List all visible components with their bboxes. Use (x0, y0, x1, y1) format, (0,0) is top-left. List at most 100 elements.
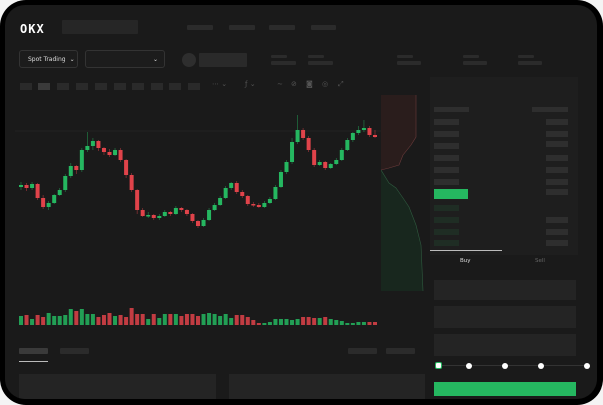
ask-price[interactable] (434, 179, 459, 185)
tab-buy[interactable]: Buy (460, 258, 471, 264)
volume-bar (323, 317, 328, 325)
tab-sell[interactable]: Sell (535, 258, 545, 264)
volume-bar (162, 314, 167, 325)
pair-price (199, 53, 247, 67)
indicator-dropdown[interactable]: ƒ ⌄ (245, 80, 256, 88)
candlestick-chart[interactable] (5, 5, 385, 335)
timeframe-tab[interactable] (188, 83, 200, 90)
spot-trading-button[interactable]: Spot Trading ⌄ (19, 50, 78, 68)
candle-body (35, 184, 40, 198)
nav-item[interactable] (187, 25, 213, 30)
bid-price[interactable] (434, 240, 459, 246)
nav-item[interactable] (269, 25, 295, 30)
ask-price[interactable] (434, 143, 459, 149)
depth-bids-line (381, 169, 424, 291)
bottom-tab-active[interactable] (19, 348, 48, 354)
draw-icon[interactable]: ⊘ (291, 80, 297, 88)
slider-step-100[interactable] (584, 363, 590, 369)
line-icon[interactable]: ∼ (277, 80, 283, 88)
total-input[interactable] (434, 334, 576, 356)
candle-body (251, 204, 256, 206)
coin-icon (182, 53, 196, 67)
timeframe-tab[interactable] (76, 83, 88, 90)
candle-body (278, 172, 283, 187)
timeframe-tab[interactable] (20, 83, 32, 90)
slider-step-50[interactable] (502, 363, 508, 369)
volume-bar (30, 319, 35, 325)
okx-logo[interactable]: OKX (20, 22, 45, 36)
candle-body (41, 198, 46, 207)
candle-body (301, 130, 306, 138)
volume-bar (135, 314, 140, 325)
slider-step-75[interactable] (538, 363, 544, 369)
timeframe-tab[interactable] (57, 83, 69, 90)
slider-handle[interactable] (435, 362, 442, 369)
candle-body (124, 160, 129, 175)
timeframe-tab[interactable] (132, 83, 144, 90)
ask-amount (546, 141, 568, 147)
candle-body (245, 196, 250, 204)
settings-icon[interactable]: ◎ (322, 80, 329, 88)
stat-value (518, 61, 542, 65)
candle-body (135, 190, 140, 210)
candle-body (157, 216, 162, 218)
candle-body (207, 210, 212, 220)
bottom-filter-button[interactable] (348, 348, 377, 354)
timeframe-tab[interactable] (114, 83, 126, 90)
bid-amount (546, 217, 568, 223)
volume-bar (207, 313, 212, 325)
volume-bar (251, 320, 256, 325)
candle-body (234, 183, 239, 192)
candle-body (196, 221, 200, 226)
ask-amount (546, 189, 568, 195)
fullscreen-icon[interactable]: ⤢ (338, 80, 344, 88)
ask-price[interactable] (434, 131, 459, 137)
bid-price[interactable] (434, 229, 459, 235)
candle-body (350, 133, 355, 140)
timeframe-tab[interactable] (169, 83, 181, 90)
nav-item[interactable] (311, 25, 336, 30)
depth-asks-line (381, 95, 417, 171)
app-screen: OKX Spot Trading ⌄ ⌄ ⋯ ⌄ ƒ ⌄ ∼ ⊘ ◙ ◎ ⤢ (5, 5, 597, 399)
candle-body (129, 175, 134, 190)
candle-body (306, 138, 311, 150)
candle-body (361, 128, 366, 130)
amount-input[interactable] (434, 306, 576, 328)
timeframe-tab[interactable] (151, 83, 163, 90)
pair-dropdown[interactable]: ⌄ (85, 50, 165, 68)
slider-step-25[interactable] (466, 363, 472, 369)
volume-bar (68, 309, 73, 325)
candle-body (240, 192, 245, 196)
bid-price[interactable] (434, 217, 459, 223)
candle-body (356, 130, 361, 133)
volume-bar (367, 322, 372, 325)
volume-bar (184, 314, 189, 325)
bottom-filter-button[interactable] (386, 348, 415, 354)
bottom-tab[interactable] (60, 348, 89, 354)
search-input[interactable] (62, 20, 138, 34)
volume-bar (140, 314, 145, 325)
volume-bar (107, 313, 112, 325)
volume-bar (273, 319, 278, 325)
timeframe-tab[interactable] (95, 83, 107, 90)
nav-item[interactable] (229, 25, 255, 30)
chart-type-dropdown[interactable]: ⋯ ⌄ (212, 80, 228, 88)
bid-price[interactable] (434, 205, 459, 211)
volume-bar (52, 316, 57, 325)
slider-track[interactable] (439, 365, 589, 366)
ask-price[interactable] (434, 119, 459, 125)
timeframe-tab-active[interactable] (38, 83, 50, 90)
price-input[interactable] (434, 280, 576, 300)
volume-bar (85, 314, 90, 325)
volume-bar (284, 319, 289, 325)
ask-price[interactable] (434, 167, 459, 173)
candle-body (24, 185, 29, 188)
candle-body (367, 128, 372, 135)
volume-bar (267, 322, 272, 325)
ask-price[interactable] (434, 155, 459, 161)
candle-body (68, 166, 73, 176)
camera-icon[interactable]: ◙ (306, 80, 313, 88)
volume-bar (63, 315, 68, 325)
buy-button[interactable] (434, 382, 576, 396)
candle-body (328, 164, 333, 168)
